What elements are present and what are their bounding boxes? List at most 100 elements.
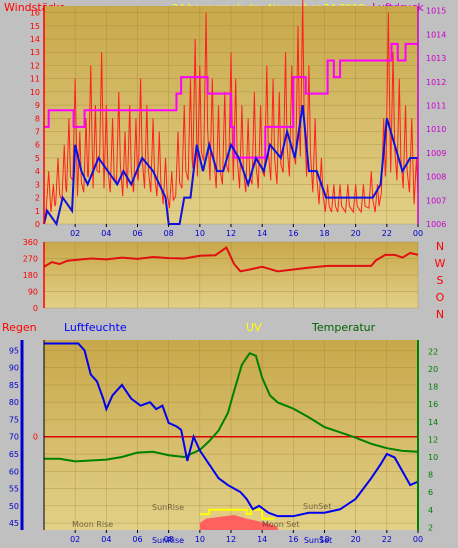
pressure-line — [44, 42, 418, 159]
y-left-tick-label: 7 — [35, 128, 40, 137]
x-tick-label: 02 — [70, 229, 80, 238]
y-right-tick-label: 1008 — [426, 173, 446, 182]
y-right-tick-label: 1015 — [426, 7, 446, 16]
x-tick-label: 00 — [413, 229, 423, 238]
y-right-tick-label: 1010 — [426, 125, 446, 134]
x-tick-label: 22 — [382, 229, 392, 238]
rain-humidity-temperature-axes: 45 50 55 60 65 70 75 80 85 90 95 2 4 6 8 10 12 14 16 18 20 22… — [9, 340, 438, 544]
x-tick-label: 10 — [195, 229, 205, 238]
y-left-tick-label: 9 — [35, 101, 40, 110]
y-left-tick-label: 16 — [30, 9, 40, 18]
solar-area — [199, 515, 278, 530]
x-tick-label: 20 — [351, 229, 361, 238]
y-right-tick-label: 1012 — [426, 78, 446, 87]
x-tick-label: 22 — [382, 535, 392, 543]
wind-direction-axes: 0 90 180 270 360 — [23, 238, 45, 313]
y-right-tick-label: 1014 — [426, 30, 446, 39]
x-tick-label: 00 — [413, 535, 423, 543]
rain-humidity-temperature-series — [44, 342, 419, 530]
x-tick-label: 06 — [132, 535, 142, 543]
y-right-tick-label: 1011 — [426, 102, 446, 111]
regen-title: Regen — [2, 321, 37, 334]
y-left-tick-label: 12 — [30, 61, 40, 70]
x-tick-label: 20 — [351, 535, 361, 543]
y-left-tick-label: 75 — [9, 415, 19, 424]
y-right-tick-label: 18 — [428, 383, 438, 392]
sunset-axis-label: SunSet — [304, 536, 332, 543]
y-left-tick-label: 90 — [9, 364, 19, 373]
y-right-tick-label: 16 — [428, 400, 438, 409]
y-right-tick-label: 1013 — [426, 54, 446, 63]
temperature-line — [44, 351, 419, 463]
y-left-tick-label: 0 — [35, 220, 40, 229]
y-right-tick-label: 12 — [428, 435, 438, 444]
y-left-tick-label: 60 — [9, 467, 19, 476]
y-left-tick-label: 4 — [35, 167, 40, 176]
uv-title: UV — [246, 321, 262, 334]
y-right-tick-label: 1007 — [426, 196, 446, 205]
direction-letter: S — [437, 274, 444, 287]
y-left-tick-label: 3 — [35, 180, 40, 189]
y-left-tick-label: 6 — [35, 141, 40, 150]
y-right-tick-label: 6 — [428, 488, 433, 497]
x-tick-label: 16 — [288, 535, 298, 543]
wind-pressure-axes: 0123456789101112131415161006100710081009… — [30, 6, 446, 238]
temperatur-title: Temperatur — [311, 321, 376, 334]
y-tick-label: 90 — [28, 288, 38, 297]
y-tick-label: 360 — [23, 238, 38, 247]
y-tick-label: 270 — [23, 255, 38, 264]
y-left-tick-label: 45 — [9, 519, 19, 528]
luftfeuchte-title: Luftfeuchte — [64, 321, 127, 334]
direction-letter: N — [436, 240, 444, 253]
y-tick-label: 180 — [23, 271, 38, 280]
moon-set-label: Moon Set — [262, 520, 299, 529]
x-tick-label: 16 — [288, 229, 298, 238]
y-left-tick-label: 11 — [30, 75, 40, 84]
y-right-tick-label: 1006 — [426, 220, 446, 229]
y-left-tick-label: 10 — [30, 88, 40, 97]
y-left-tick-label: 13 — [30, 48, 40, 57]
x-tick-label: 12 — [226, 535, 236, 543]
y-left-tick-label: 70 — [9, 433, 19, 442]
y-left-tick-label: 1 — [35, 207, 40, 216]
y-left-tick-label: 5 — [35, 154, 40, 163]
y-left-tick-label: 50 — [9, 502, 19, 511]
x-tick-label: 02 — [70, 535, 80, 543]
rain-tick-label: 0 — [33, 433, 38, 442]
wind-direction-line — [43, 245, 419, 273]
y-left-tick-label: 85 — [9, 381, 19, 390]
y-left-tick-label: 80 — [9, 398, 19, 407]
wind-direction-series — [43, 245, 419, 273]
sun-moon-event-labels: Moon Rise SunRise SunSet Moon Set SunRise Sun… — [72, 502, 332, 545]
x-tick-label: 18 — [319, 229, 329, 238]
y-right-tick-label: 1009 — [426, 149, 446, 158]
y-tick-label: 0 — [33, 304, 38, 313]
x-tick-label: 06 — [132, 229, 142, 238]
uv-line — [199, 508, 275, 520]
y-left-tick-label: 14 — [30, 35, 40, 44]
x-tick-label: 12 — [226, 229, 236, 238]
y-right-tick-label: 14 — [428, 418, 438, 427]
wind-average-line — [43, 104, 418, 227]
y-right-tick-label: 2 — [428, 523, 433, 532]
x-tick-label: 04 — [101, 535, 111, 543]
y-right-tick-label: 8 — [428, 471, 433, 480]
moon-rise-label: Moon Rise — [72, 520, 113, 529]
x-tick-label: 18 — [319, 535, 329, 543]
direction-letter: W — [435, 257, 446, 270]
sunrise-label: SunRise — [152, 503, 184, 512]
x-tick-label: 14 — [257, 229, 267, 238]
x-tick-label: 04 — [101, 229, 111, 238]
y-right-tick-label: 4 — [428, 506, 433, 515]
y-right-tick-label: 20 — [428, 365, 438, 374]
direction-letter: O — [436, 291, 445, 304]
wind-pressure-series — [43, 0, 419, 227]
x-tick-label: 08 — [164, 229, 174, 238]
y-left-tick-label: 2 — [35, 194, 40, 203]
y-left-tick-label: 15 — [30, 22, 40, 31]
sunrise-axis-label: SunRise — [152, 536, 184, 543]
humidity-line — [44, 342, 419, 518]
